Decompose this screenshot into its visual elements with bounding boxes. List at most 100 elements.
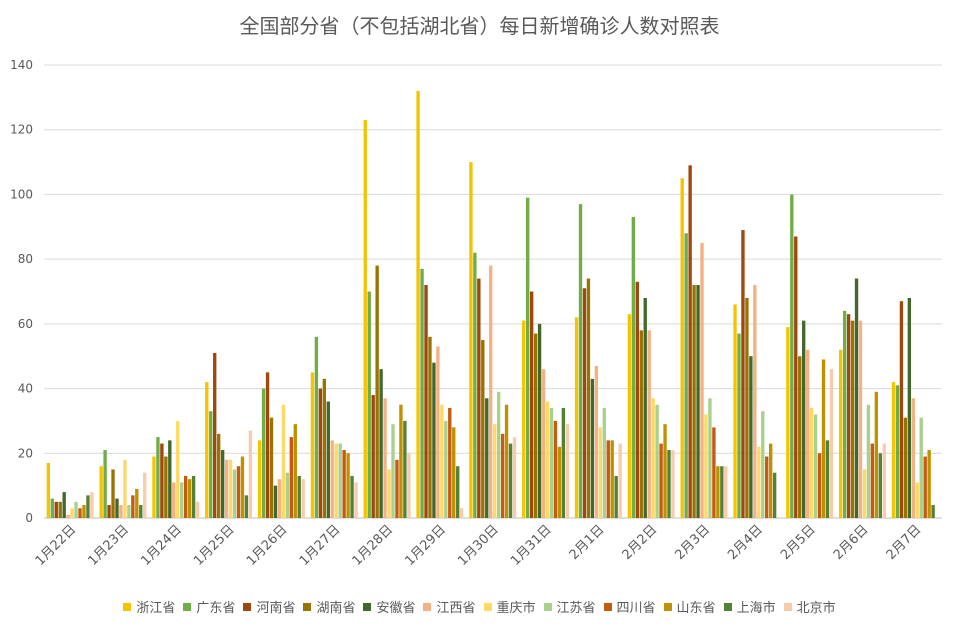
bar: [529, 291, 534, 518]
legend-item: 山东省: [663, 597, 716, 616]
bar: [749, 356, 753, 518]
legend-label: 浙江省: [136, 601, 176, 616]
chart-title: 全国部分省（不包括湖北省）每日新增确诊人数对照表: [239, 14, 720, 38]
bar: [680, 178, 684, 518]
bar: [209, 411, 213, 518]
bar: [891, 382, 896, 518]
bar: [164, 456, 168, 518]
bar: [160, 443, 164, 518]
legend-swatch: [183, 602, 192, 611]
bar: [220, 450, 225, 518]
bar: [809, 407, 814, 518]
bar: [473, 252, 477, 518]
bar: [107, 505, 111, 518]
bar: [180, 482, 184, 518]
bar: [870, 443, 875, 518]
legend-item: 江西省: [423, 597, 476, 616]
bar: [289, 437, 293, 518]
bar: [74, 501, 78, 518]
bar: [452, 427, 456, 518]
bar: [712, 427, 716, 518]
bar: [618, 443, 622, 518]
bar: [82, 505, 86, 518]
x-tick-label: 1月28日: [350, 522, 397, 569]
bar: [724, 466, 728, 518]
legend-item: 上海市: [723, 597, 776, 616]
bar: [895, 385, 900, 518]
bar: [416, 90, 420, 518]
bar: [240, 456, 245, 518]
bar: [168, 440, 172, 518]
bar: [224, 459, 229, 518]
legend-item: 湖南省: [303, 597, 355, 616]
bar: [379, 369, 383, 518]
bar: [420, 268, 424, 518]
legend-label: 安徽省: [376, 601, 416, 616]
legend-label: 上海市: [736, 601, 776, 616]
bar: [444, 420, 448, 518]
bar: [878, 453, 882, 518]
legend: 浙江省 广东省 河南省 湖南省 安徽省 江西省 重庆市 江苏省 四川省 山东省 上海市 北京市: [0, 597, 959, 616]
y-tick-label: 40: [18, 382, 33, 396]
bar: [565, 424, 569, 518]
bar: [481, 340, 485, 518]
bar: [62, 492, 66, 518]
y-tick-label: 60: [18, 317, 33, 331]
legend-swatch: [123, 602, 132, 611]
x-tick-label: 2月3日: [672, 522, 713, 563]
bar: [90, 492, 94, 518]
bar: [817, 453, 822, 518]
y-tick-label: 0: [25, 511, 33, 525]
bar: [127, 505, 131, 518]
bar: [765, 456, 769, 518]
bar: [911, 398, 915, 518]
bar: [261, 388, 266, 518]
bar: [469, 162, 473, 519]
legend-item: 四川省: [603, 597, 656, 616]
bar: [541, 369, 546, 518]
bar: [821, 359, 826, 518]
legend-label: 江西省: [436, 601, 476, 616]
bar: [614, 475, 618, 518]
legend-label: 四川省: [616, 601, 656, 616]
bar: [903, 417, 908, 518]
bar: [651, 398, 655, 518]
bar: [647, 330, 651, 518]
bar: [99, 466, 103, 518]
bar: [582, 288, 587, 518]
bar: [805, 349, 810, 518]
bar: [757, 446, 761, 518]
bar: [54, 501, 58, 518]
legend-swatch: [603, 602, 612, 611]
bar: [907, 297, 912, 518]
legend-item: 北京市: [783, 597, 836, 616]
bar: [318, 388, 323, 518]
bar: [285, 472, 290, 518]
bar: [643, 297, 647, 518]
bar: [704, 414, 708, 518]
bar: [798, 356, 802, 518]
bar: [485, 398, 489, 518]
bar: [46, 462, 51, 518]
bar: [156, 437, 160, 518]
bar: [741, 230, 745, 518]
bar: [78, 508, 82, 518]
bar: [187, 479, 192, 518]
bar: [522, 320, 526, 518]
legend-swatch: [543, 602, 552, 611]
legend-label: 山东省: [676, 601, 716, 616]
x-tick-label: 1月31日: [508, 522, 555, 569]
bar: [216, 433, 221, 518]
bar: [733, 304, 737, 518]
bar: [802, 320, 806, 518]
bar: [602, 407, 606, 518]
bar: [342, 450, 346, 518]
bar: [590, 378, 595, 518]
bar: [639, 330, 643, 518]
bar: [50, 498, 54, 518]
bar: [459, 508, 464, 518]
legend-label: 北京市: [796, 601, 836, 616]
bar: [688, 165, 692, 519]
bar: [882, 443, 886, 518]
bar: [671, 450, 675, 518]
